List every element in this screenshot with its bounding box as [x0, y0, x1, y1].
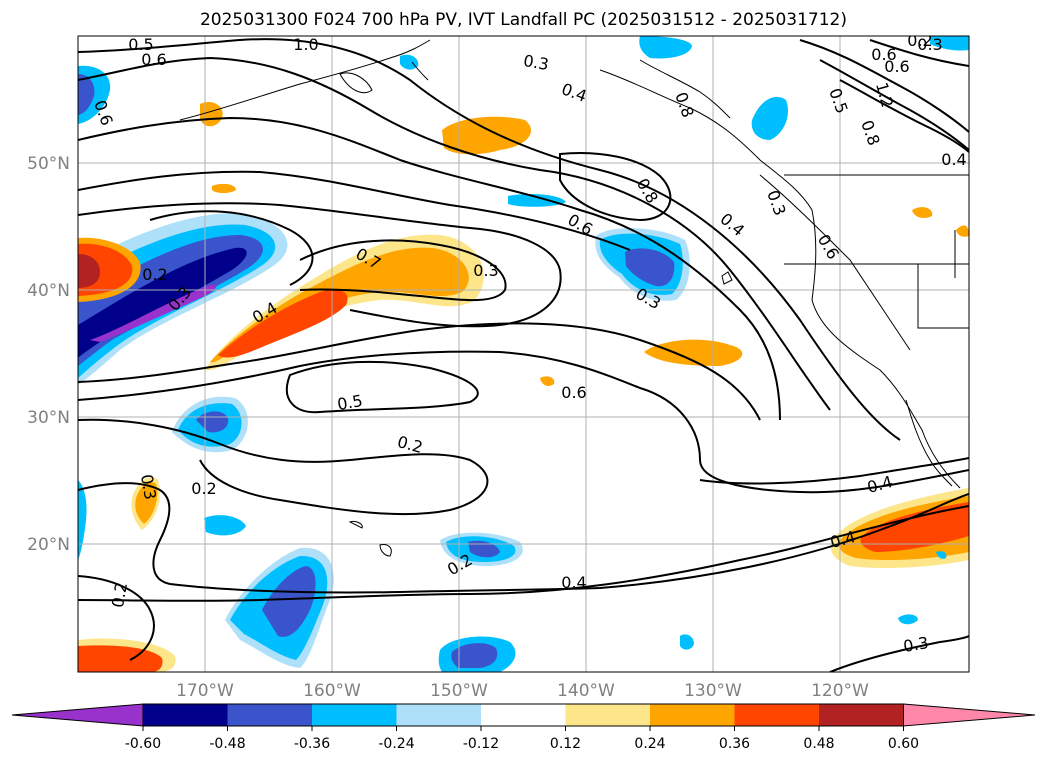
contour-label: 0.6: [561, 383, 586, 402]
colorbar-tick-label: 0.36: [719, 736, 750, 752]
contour-label: 0.4: [561, 573, 586, 592]
lat-label: 20°N: [27, 535, 70, 555]
colorbar-segment: [734, 704, 820, 726]
contour-label: 0.5: [128, 35, 153, 54]
colorbar-tick-label: 0.24: [634, 736, 665, 752]
colorbar-segment: [565, 704, 651, 726]
colorbar-tick-label: -0.12: [463, 736, 499, 752]
contour-label: 0.6: [141, 50, 166, 69]
lon-label: 160°W: [303, 681, 361, 701]
contour-label: 1.0: [293, 35, 318, 54]
colorbar-segment: [819, 704, 904, 726]
colorbar-segment: [143, 704, 228, 726]
pv-contours: [78, 38, 969, 672]
colorbar-tick-label: -0.36: [294, 736, 330, 752]
contour-label: 0.2: [142, 265, 167, 284]
lon-label: 120°W: [811, 681, 869, 701]
lat-label: 30°N: [27, 408, 70, 428]
colorbar-tick-label: 0.12: [550, 736, 581, 752]
colorbar-tick-label: 0.48: [803, 736, 834, 752]
anomaly-shading: [78, 36, 969, 672]
lat-label: 40°N: [27, 281, 70, 301]
plot-frame: [77, 35, 970, 673]
colorbar-tick-label: -0.60: [125, 736, 161, 752]
lat-label: 50°N: [27, 154, 70, 174]
lon-label: 140°W: [557, 681, 615, 701]
contour-label: 0.4: [941, 150, 966, 169]
colorbar-segment: [312, 704, 397, 726]
contour-label: 0.2: [191, 479, 216, 498]
lon-label: 170°W: [176, 681, 234, 701]
contour-label: 0.6: [884, 57, 909, 76]
colorbar-tick-label: 0.60: [888, 736, 919, 752]
contour-label: 0.3: [137, 473, 160, 501]
colorbar-segment: [396, 704, 482, 726]
coastlines: [179, 39, 969, 557]
contour-label: 0.3: [473, 261, 498, 280]
colorbar: -0.60 -0.48 -0.36 -0.24 -0.12 0.12 0.24 0.36 0.4…: [11, 703, 1036, 752]
lat-labels: 50°N 40°N 30°N 20°N: [27, 154, 70, 555]
contour-label: 0.3: [522, 51, 550, 74]
map-title: 2025031300 F024 700 hPa PV, IVT Landfall…: [199, 10, 847, 30]
contour-label: 0.2: [907, 31, 932, 50]
colorbar-tick-label: -0.48: [209, 736, 245, 752]
colorbar-frame: [142, 703, 904, 727]
colorbar-segment: [227, 704, 313, 726]
contour-label: 0.3: [902, 633, 930, 656]
colorbar-extend-low: [11, 703, 144, 727]
colorbar-segment: [650, 704, 735, 726]
colorbar-tick-label: -0.24: [378, 736, 414, 752]
contour-label: 0.5: [336, 391, 364, 414]
contour-label: 0.2: [108, 581, 131, 609]
contour-label: 0.3: [917, 35, 942, 54]
colorbar-segment: [481, 704, 566, 726]
colorbar-extend-high: [903, 703, 1036, 727]
lon-label: 150°W: [430, 681, 488, 701]
contour-label: 0.6: [871, 45, 896, 64]
lon-labels: 170°W 160°W 150°W 140°W 130°W 120°W: [176, 681, 869, 701]
lon-label: 130°W: [684, 681, 742, 701]
